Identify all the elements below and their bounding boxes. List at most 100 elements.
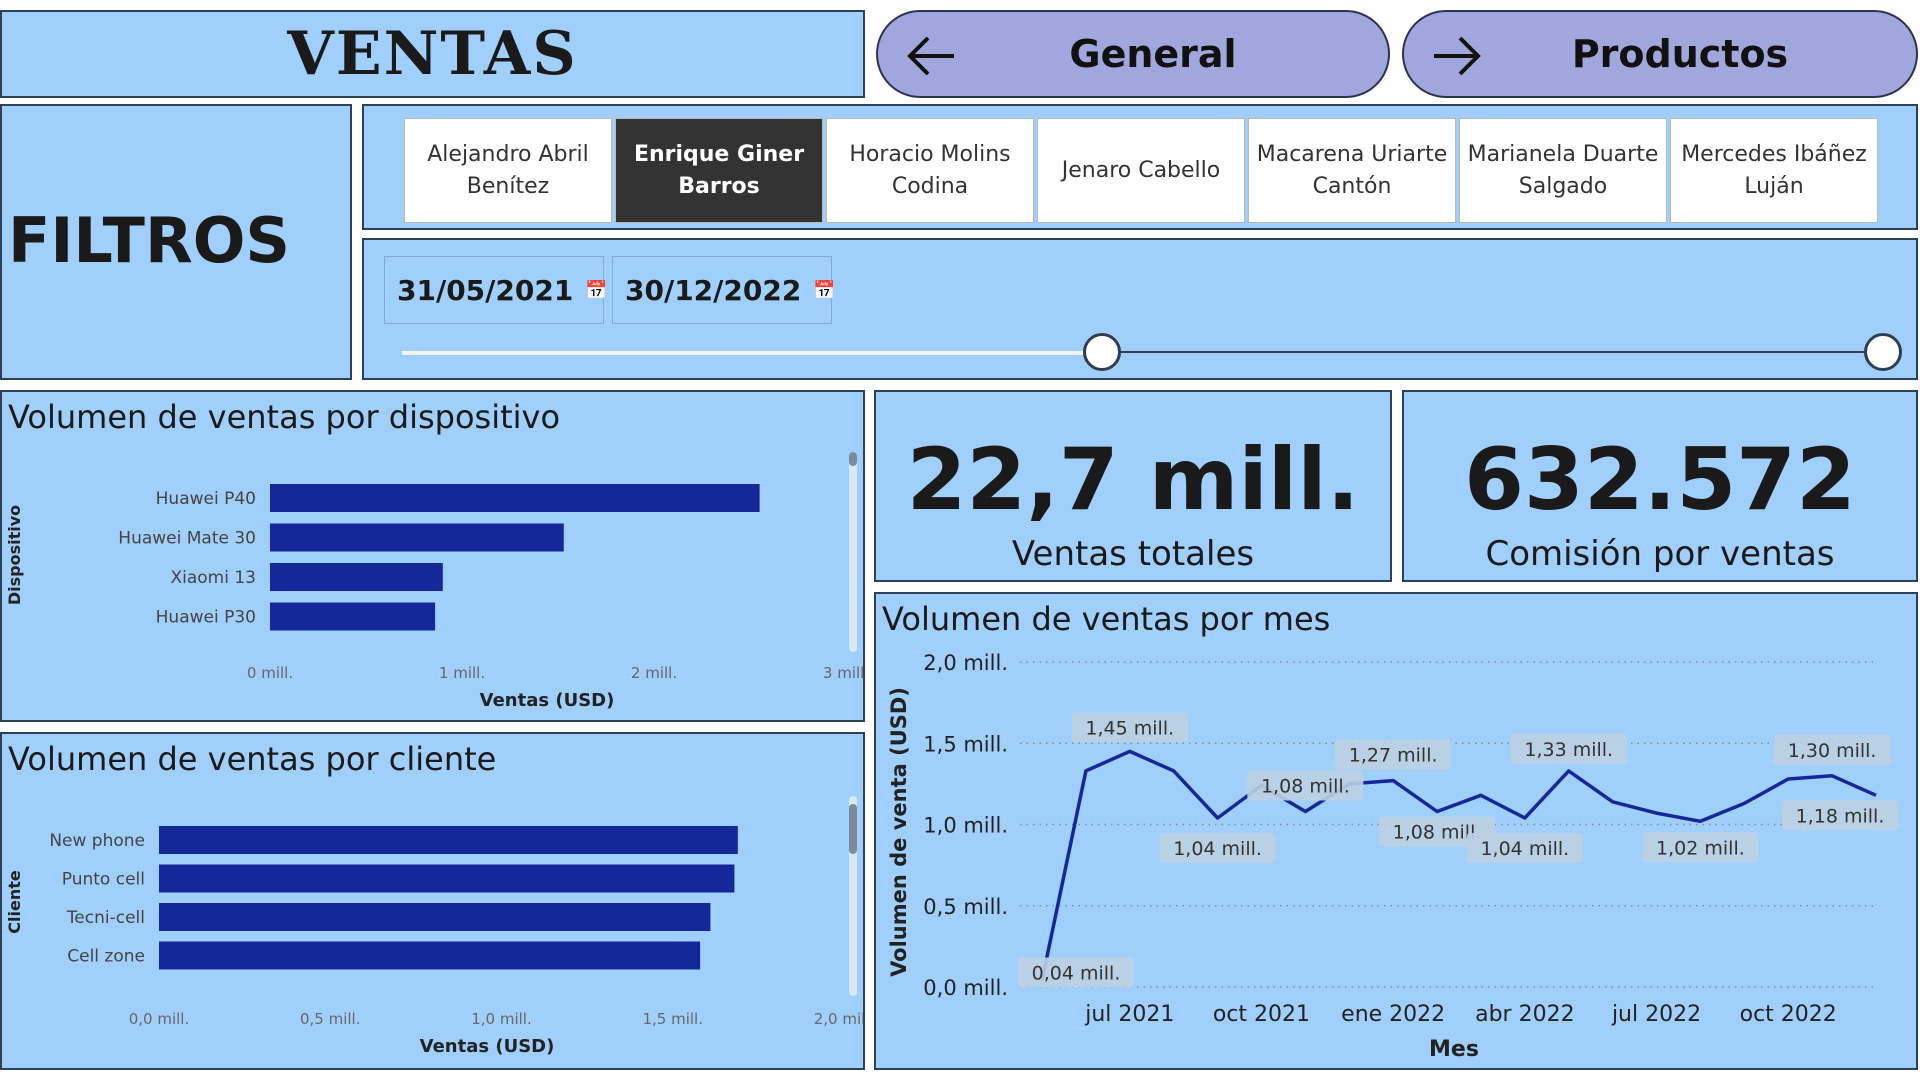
category-label: Huawei Mate 30 xyxy=(118,529,256,549)
seller-enrique-giner-barros[interactable]: Enrique Giner Barros xyxy=(615,118,823,223)
data-label: 1,33 mill. xyxy=(1524,739,1613,761)
category-label: Tecni-cell xyxy=(66,908,145,928)
x-axis-title: Ventas (USD) xyxy=(480,690,615,711)
x-axis-title: Mes xyxy=(1429,1037,1479,1062)
x-tick-label: ene 2022 xyxy=(1341,1002,1445,1027)
y-axis-title: Dispositivo xyxy=(5,505,24,605)
x-tick-label: 0 mill. xyxy=(247,664,293,682)
monthly-sales-panel: Volumen de ventas por mes 0,0 mill. 0,5 m… xyxy=(874,592,1918,1070)
bar xyxy=(270,563,443,591)
seller-marianela-duarte-salgado[interactable]: Marianela Duarte Salgado xyxy=(1459,118,1667,223)
data-label-bg xyxy=(1466,833,1583,863)
nav-general-label: General xyxy=(1069,32,1237,76)
arrow-left-icon xyxy=(907,36,954,76)
kpi-commission-card: 632.572 Comisión por ventas xyxy=(1402,390,1918,582)
sales-line xyxy=(1040,749,1877,981)
y-tick-label: 1,0 mill. xyxy=(923,814,1008,838)
data-label-bg xyxy=(1159,833,1276,863)
kpi-commission-label: Comisión por ventas xyxy=(1485,534,1835,574)
range-start-handle[interactable] xyxy=(1083,333,1121,371)
device-chart-scrollbar[interactable] xyxy=(849,452,857,652)
bar xyxy=(159,826,738,854)
data-label-bg xyxy=(1782,800,1898,831)
monthly-line-chart: 0,0 mill. 0,5 mill. 1,0 mill. 1,5 mill. 2,0 … xyxy=(887,651,1898,1062)
end-date-field[interactable]: 30/12/2022 📅 xyxy=(612,256,836,324)
device-chart-title: Volumen de ventas por dispositivo xyxy=(8,398,561,436)
category-label: Xiaomi 13 xyxy=(170,568,256,588)
category-label: Cell zone xyxy=(67,947,145,967)
device-bar-chart: Huawei P40 Huawei Mate 30 Xiaomi 13 Huawei … xyxy=(5,484,863,711)
y-tick-label: 2,0 mill. xyxy=(923,651,1008,675)
category-label: Huawei P30 xyxy=(156,608,256,628)
kpi-total-sales-label: Ventas totales xyxy=(1011,534,1255,574)
x-tick-label: 2,0 mill. xyxy=(814,1010,863,1028)
y-axis-title: Volumen de venta (USD) xyxy=(887,687,911,977)
bar xyxy=(159,903,711,931)
x-tick-label: 3 mill. xyxy=(823,664,863,682)
client-chart-scroll-thumb[interactable] xyxy=(849,804,857,854)
data-label: 1,04 mill. xyxy=(1173,838,1262,860)
kpi-total-sales-value: 22,7 mill. xyxy=(906,430,1360,530)
data-label: 1,30 mill. xyxy=(1788,740,1877,762)
x-tick-label: oct 2022 xyxy=(1740,1002,1837,1027)
device-chart-scroll-thumb[interactable] xyxy=(849,452,857,466)
range-end-handle[interactable] xyxy=(1864,333,1902,371)
category-label: Punto cell xyxy=(62,870,145,890)
x-tick-label: 1,0 mill. xyxy=(471,1010,532,1028)
page-title-panel: VENTAS xyxy=(0,10,865,98)
seller-horacio-molins-codina[interactable]: Horacio Molins Codina xyxy=(826,118,1034,223)
kpi-total-sales-card: 22,7 mill. Ventas totales xyxy=(874,390,1392,582)
data-label: 1,18 mill. xyxy=(1796,805,1885,827)
data-label-bg xyxy=(1071,712,1188,743)
y-tick-label: 1,5 mill. xyxy=(923,732,1008,756)
range-track-selected xyxy=(1102,351,1884,353)
filters-panel: FILTROS xyxy=(0,104,352,380)
data-label-bg xyxy=(1018,957,1134,988)
data-label-bg xyxy=(1247,770,1364,801)
y-axis-title: Cliente xyxy=(5,870,24,934)
x-tick-label: 0,5 mill. xyxy=(300,1010,361,1028)
category-label: Huawei P40 xyxy=(156,489,256,509)
x-tick-label: 1 mill. xyxy=(439,664,485,682)
nav-productos-label: Productos xyxy=(1571,32,1789,76)
y-tick-label: 0,0 mill. xyxy=(923,976,1008,1000)
calendar-icon[interactable]: 📅 xyxy=(585,279,608,301)
start-date-value: 31/05/2021 xyxy=(397,273,574,307)
client-chart-scrollbar[interactable] xyxy=(849,796,857,996)
data-label: 1,45 mill. xyxy=(1085,717,1174,739)
x-axis-title: Ventas (USD) xyxy=(420,1036,555,1057)
data-label-bg xyxy=(1379,816,1496,847)
data-label: 1,02 mill. xyxy=(1656,837,1745,859)
data-label: 1,08 mill. xyxy=(1393,822,1482,844)
start-date-field[interactable]: 31/05/2021 📅 xyxy=(384,256,608,324)
x-tick-label: 1,5 mill. xyxy=(642,1010,703,1028)
data-label: 1,27 mill. xyxy=(1349,745,1438,767)
x-tick-label: oct 2021 xyxy=(1213,1002,1310,1027)
bar xyxy=(270,484,760,512)
category-label: New phone xyxy=(49,831,145,851)
client-bar-chart: New phone Punto cell Tecni-cell Cell zone 0,… xyxy=(5,826,863,1057)
data-label: 1,08 mill. xyxy=(1261,776,1350,798)
kpi-commission-value: 632.572 xyxy=(1464,430,1856,530)
end-date-value: 30/12/2022 xyxy=(625,273,802,307)
nav-general-button[interactable]: General xyxy=(876,10,1390,98)
seller-mercedes-ibanez-lujan[interactable]: Mercedes Ibáñez Luján xyxy=(1670,118,1878,223)
y-tick-label: 0,5 mill. xyxy=(923,895,1008,919)
monthly-chart-title: Volumen de ventas por mes xyxy=(882,600,1331,638)
nav-productos-button[interactable]: Productos xyxy=(1402,10,1918,98)
page-title: VENTAS xyxy=(287,19,578,89)
range-track-left xyxy=(402,351,1100,355)
seller-macarena-uriarte-canton[interactable]: Macarena Uriarte Cantón xyxy=(1248,118,1456,223)
x-tick-label: jul 2021 xyxy=(1084,1002,1174,1027)
calendar-icon[interactable]: 📅 xyxy=(813,279,836,301)
bar xyxy=(270,523,564,552)
seller-jenaro-cabello[interactable]: Jenaro Cabello xyxy=(1037,118,1245,223)
date-range-slicer: 31/05/2021 📅 30/12/2022 📅 xyxy=(362,238,1918,380)
seller-alejandro-abril-benitez[interactable]: Alejandro Abril Benítez xyxy=(404,118,612,223)
bar xyxy=(270,602,436,631)
bar xyxy=(159,941,701,970)
data-label-bg xyxy=(1335,739,1452,770)
filters-title: FILTROS xyxy=(8,204,291,277)
data-label-bg xyxy=(1642,832,1759,863)
data-label-bg xyxy=(1774,734,1891,765)
